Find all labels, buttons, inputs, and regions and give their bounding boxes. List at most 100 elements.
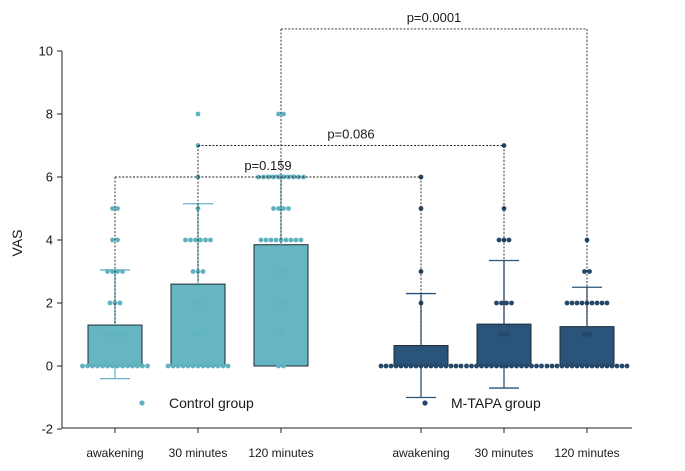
data-point — [599, 363, 605, 369]
data-point — [183, 237, 188, 243]
data-point — [398, 363, 404, 369]
x-category-label: awakening — [86, 446, 143, 460]
data-point — [281, 300, 286, 306]
axes: -2 0 2 4 6 8 10 awakening 30 minutes 120 minutes a… — [39, 44, 632, 460]
data-point — [499, 300, 504, 306]
data-point — [208, 237, 213, 243]
data-point — [599, 300, 605, 306]
data-point — [428, 363, 434, 369]
data-point — [474, 363, 479, 369]
x-category-label: 120 minutes — [248, 446, 313, 460]
data-point — [564, 363, 570, 369]
data-point — [539, 363, 544, 369]
legend-control-label: Control group — [169, 395, 254, 411]
y-tick-label: 6 — [46, 170, 53, 185]
data-point — [499, 363, 504, 369]
data-point — [276, 111, 281, 117]
data-point — [534, 363, 539, 369]
data-point — [107, 332, 113, 337]
data-point — [278, 237, 284, 243]
data-point — [448, 363, 454, 369]
data-point — [514, 363, 519, 369]
data-point — [589, 363, 595, 369]
data-point — [120, 269, 125, 274]
data-point — [193, 237, 198, 243]
data-point — [469, 363, 474, 369]
data-point — [403, 363, 409, 369]
data-point — [198, 237, 203, 243]
data-point — [544, 363, 550, 369]
data-point — [281, 174, 286, 180]
bar — [170, 283, 226, 367]
data-point — [271, 206, 276, 211]
data-point — [258, 237, 264, 243]
data-point — [281, 363, 286, 369]
comparisons: p=0.159 p=0.086 p=0.0001 — [114, 10, 588, 344]
data-point — [115, 237, 120, 243]
data-point — [117, 332, 123, 337]
data-point — [175, 363, 181, 369]
data-point — [286, 206, 291, 211]
data-point — [200, 269, 206, 274]
data-point — [604, 300, 610, 306]
p-value-label: p=0.159 — [244, 158, 291, 173]
data-point — [120, 363, 125, 369]
data-point — [569, 363, 575, 369]
data-point — [569, 300, 575, 306]
data-point — [100, 363, 105, 369]
data-point — [499, 332, 504, 337]
data-point — [95, 363, 100, 369]
data-point — [609, 363, 615, 369]
bar — [559, 326, 615, 367]
data-point — [215, 363, 221, 369]
data-point — [554, 363, 560, 369]
data-point — [110, 206, 115, 211]
data-point — [130, 363, 135, 369]
data-point — [594, 300, 600, 306]
data-point — [506, 237, 512, 243]
data-point — [90, 363, 95, 369]
data-point — [140, 363, 145, 369]
data-point — [112, 332, 118, 337]
data-point — [619, 363, 625, 369]
data-point — [198, 332, 203, 337]
bars — [87, 244, 615, 367]
data-point — [105, 363, 110, 369]
bar — [393, 345, 449, 367]
data-point — [281, 111, 286, 117]
y-tick-label: -2 — [41, 422, 53, 437]
data-point — [105, 269, 110, 274]
legend-mtapa-label: M-TAPA group — [451, 395, 541, 411]
data-point — [266, 174, 271, 180]
data-point — [458, 363, 464, 369]
data-point — [185, 363, 191, 369]
data-point — [198, 300, 203, 306]
data-point — [203, 237, 208, 243]
data-point — [453, 363, 459, 369]
data-point — [564, 300, 570, 306]
data-point — [205, 363, 211, 369]
data-point — [438, 363, 444, 369]
data-point — [496, 237, 502, 243]
x-category-label: awakening — [392, 446, 449, 460]
data-point — [193, 300, 198, 306]
x-category-label: 30 minutes — [169, 446, 228, 460]
data-point — [529, 363, 534, 369]
data-point — [464, 363, 469, 369]
data-point — [193, 332, 198, 337]
data-point — [383, 363, 389, 369]
data-point — [574, 300, 580, 306]
data-point — [413, 363, 419, 369]
legend: Control group M-TAPA group — [139, 395, 541, 411]
data-point — [288, 237, 294, 243]
data-point — [281, 269, 286, 274]
y-tick-label: 8 — [46, 107, 53, 122]
data-point — [509, 300, 514, 306]
data-point — [273, 237, 279, 243]
data-point — [210, 363, 216, 369]
data-point — [220, 363, 226, 369]
data-point — [200, 363, 206, 369]
data-point — [589, 300, 595, 306]
data-point — [110, 363, 115, 369]
